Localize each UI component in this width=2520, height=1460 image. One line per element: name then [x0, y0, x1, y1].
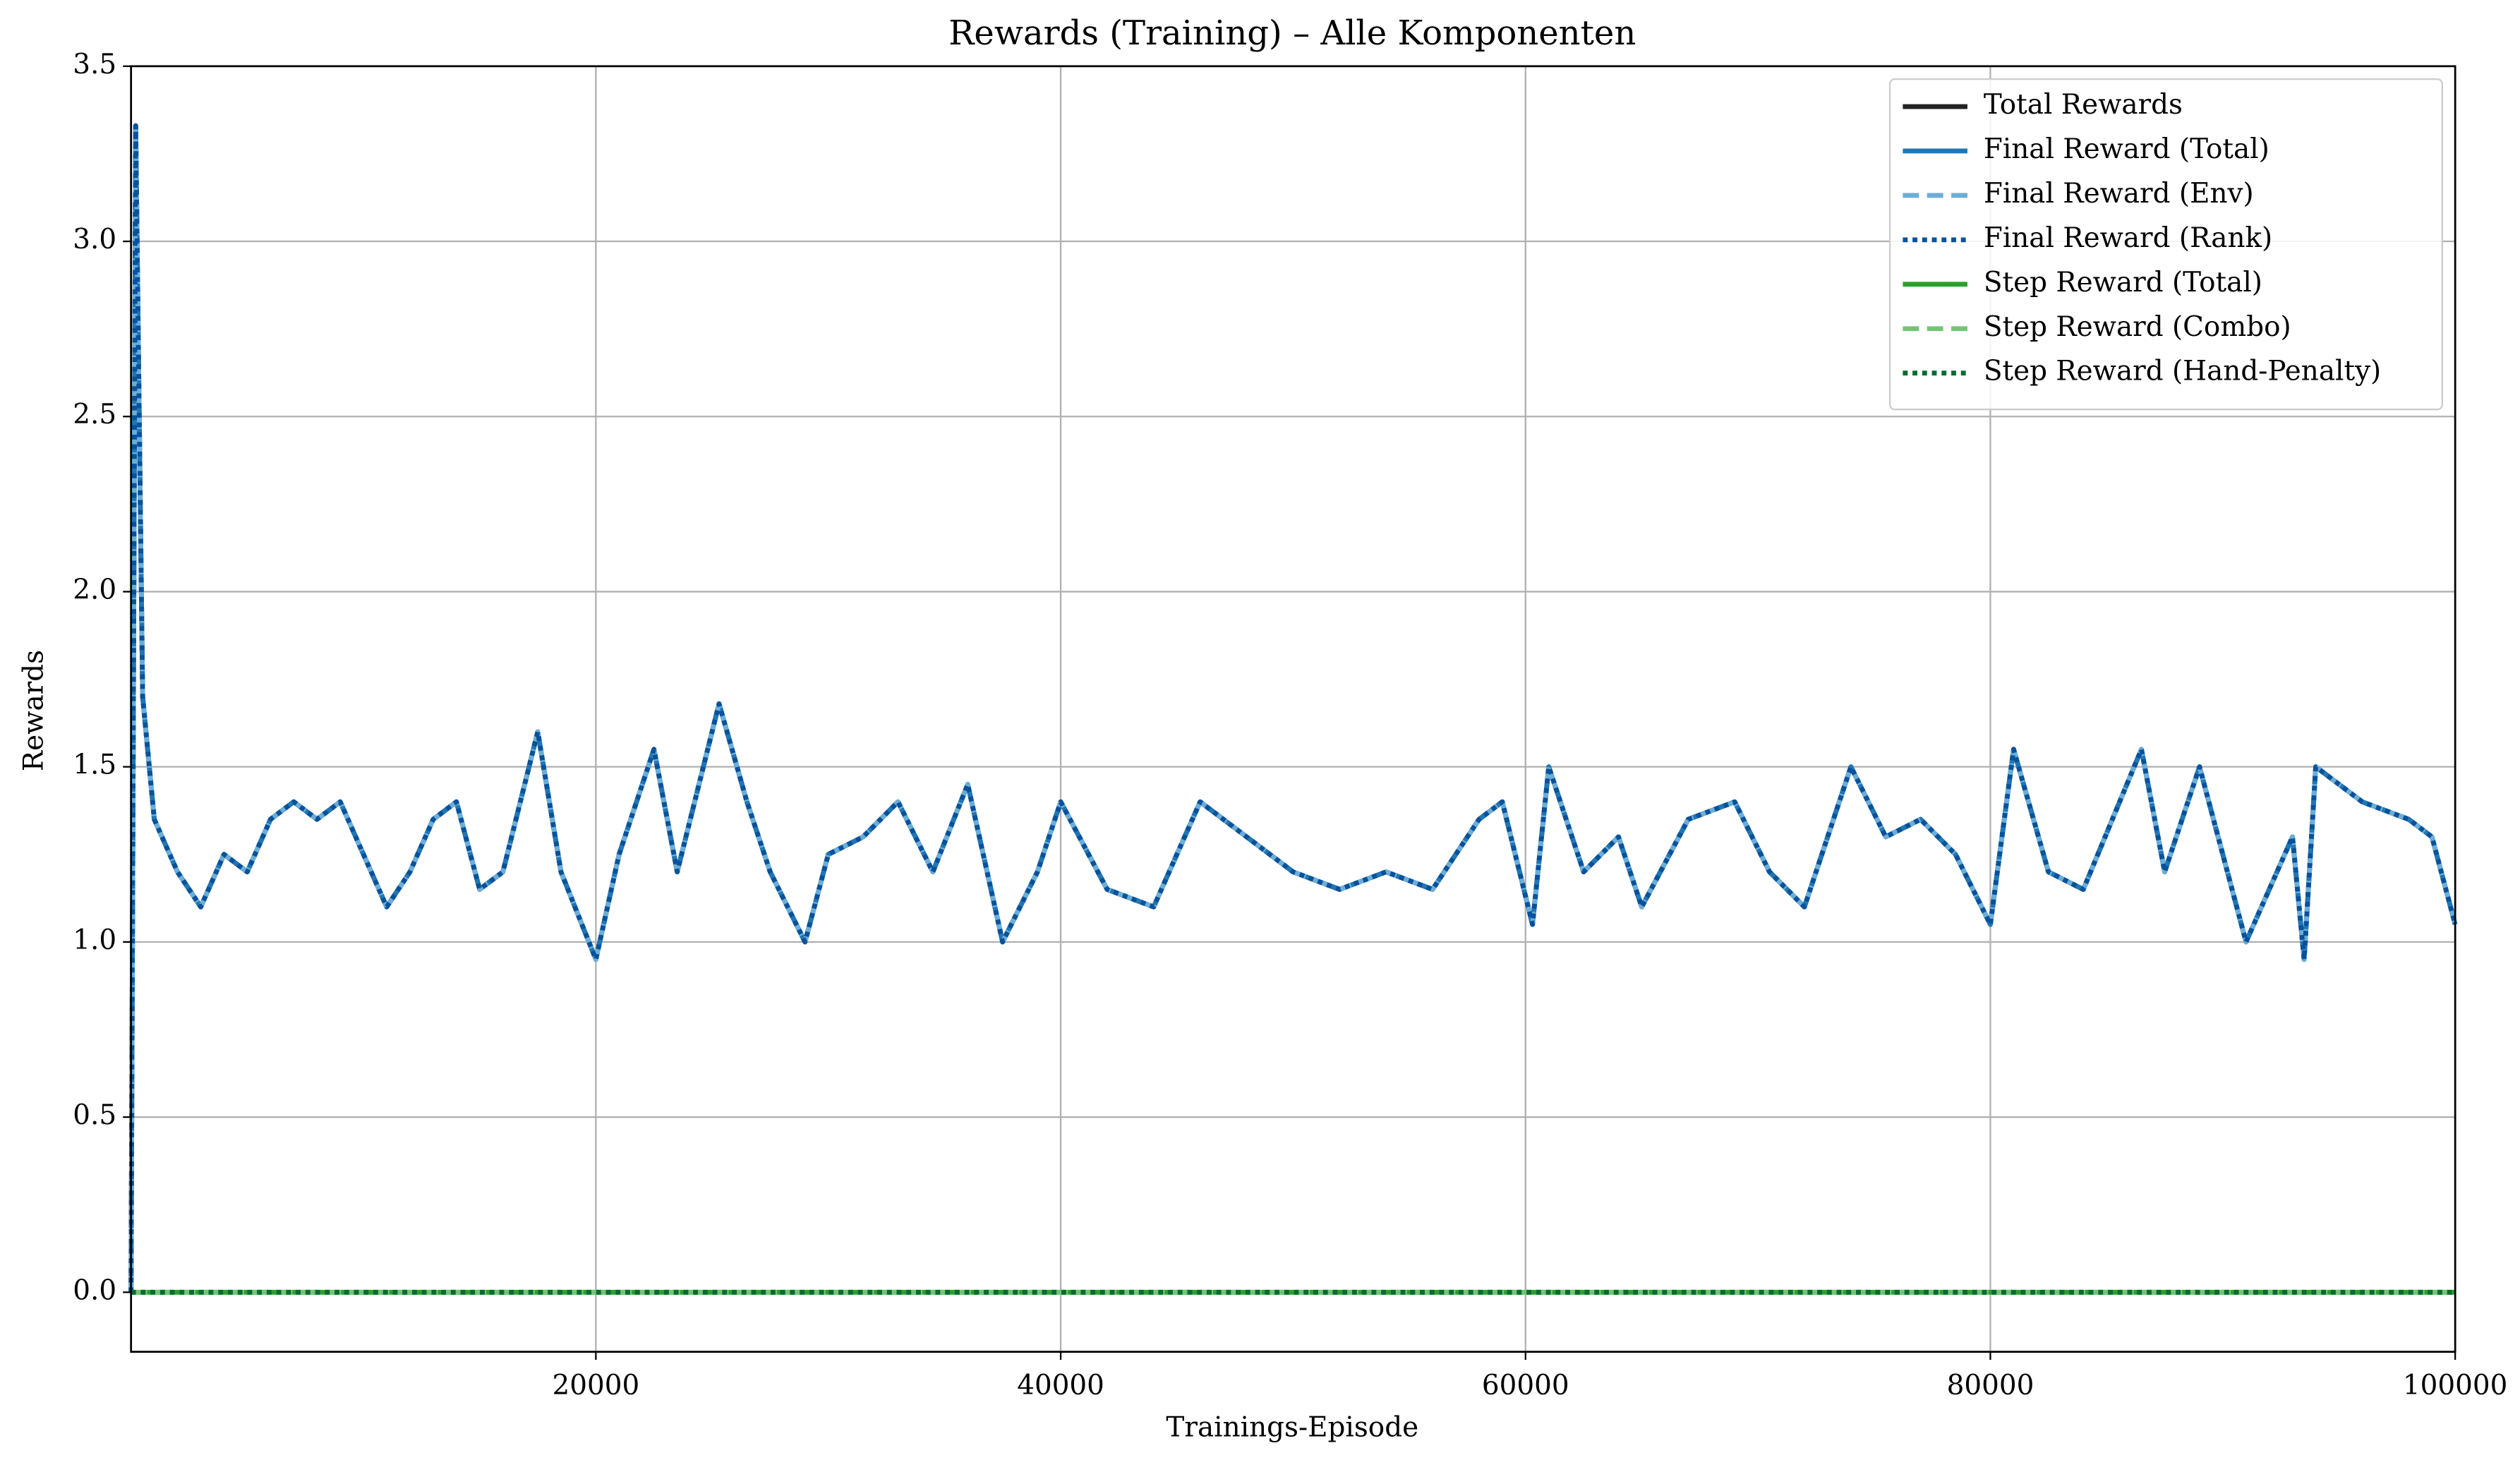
series-line	[128, 123, 2458, 1293]
y-tick-label: 1.0	[73, 924, 116, 956]
y-tick-label: 2.0	[73, 574, 116, 605]
legend-label: Total Rewards	[1984, 89, 2183, 121]
legend-box	[1888, 78, 2443, 411]
y-tick-label: 3.5	[73, 49, 116, 80]
legend-label: Step Reward (Combo)	[1984, 311, 2291, 343]
y-tick-label: 3.0	[73, 224, 116, 255]
legend-label: Final Reward (Env)	[1984, 178, 2254, 210]
ticks: 0.0 0.5 1.0 1.5 2.0 2.5 3.0 3.5 20000 40000 60000 8…	[73, 49, 2507, 1401]
x-tick-label: 40000	[1017, 1370, 1104, 1401]
legend-label: Step Reward (Hand-Penalty)	[1984, 356, 2381, 387]
legend-label: Step Reward (Total)	[1984, 267, 2262, 298]
y-tick-label: 0.5	[73, 1099, 116, 1131]
x-tick-label: 100000	[2403, 1370, 2507, 1401]
plot-frame	[130, 65, 2456, 1353]
chart-title: Rewards (Training) – Alle Komponenten	[948, 13, 1636, 53]
x-tick-label: 80000	[1947, 1370, 2034, 1401]
legend: Total Rewards Final Reward (Total) Final R…	[1888, 78, 2443, 411]
x-tick-label: 60000	[1482, 1370, 1569, 1401]
legend-label: Final Reward (Rank)	[1984, 222, 2272, 254]
legend-label: Final Reward (Total)	[1984, 133, 2269, 165]
y-tick-label: 2.5	[73, 399, 116, 430]
x-tick-label: 20000	[553, 1370, 640, 1401]
y-tick-label: 0.0	[73, 1274, 116, 1306]
y-tick-label: 1.5	[73, 749, 116, 781]
x-axis-label: Trainings-Episode	[1166, 1412, 1418, 1444]
y-axis-label: Rewards	[18, 650, 50, 771]
plot-lines	[128, 123, 2458, 1295]
